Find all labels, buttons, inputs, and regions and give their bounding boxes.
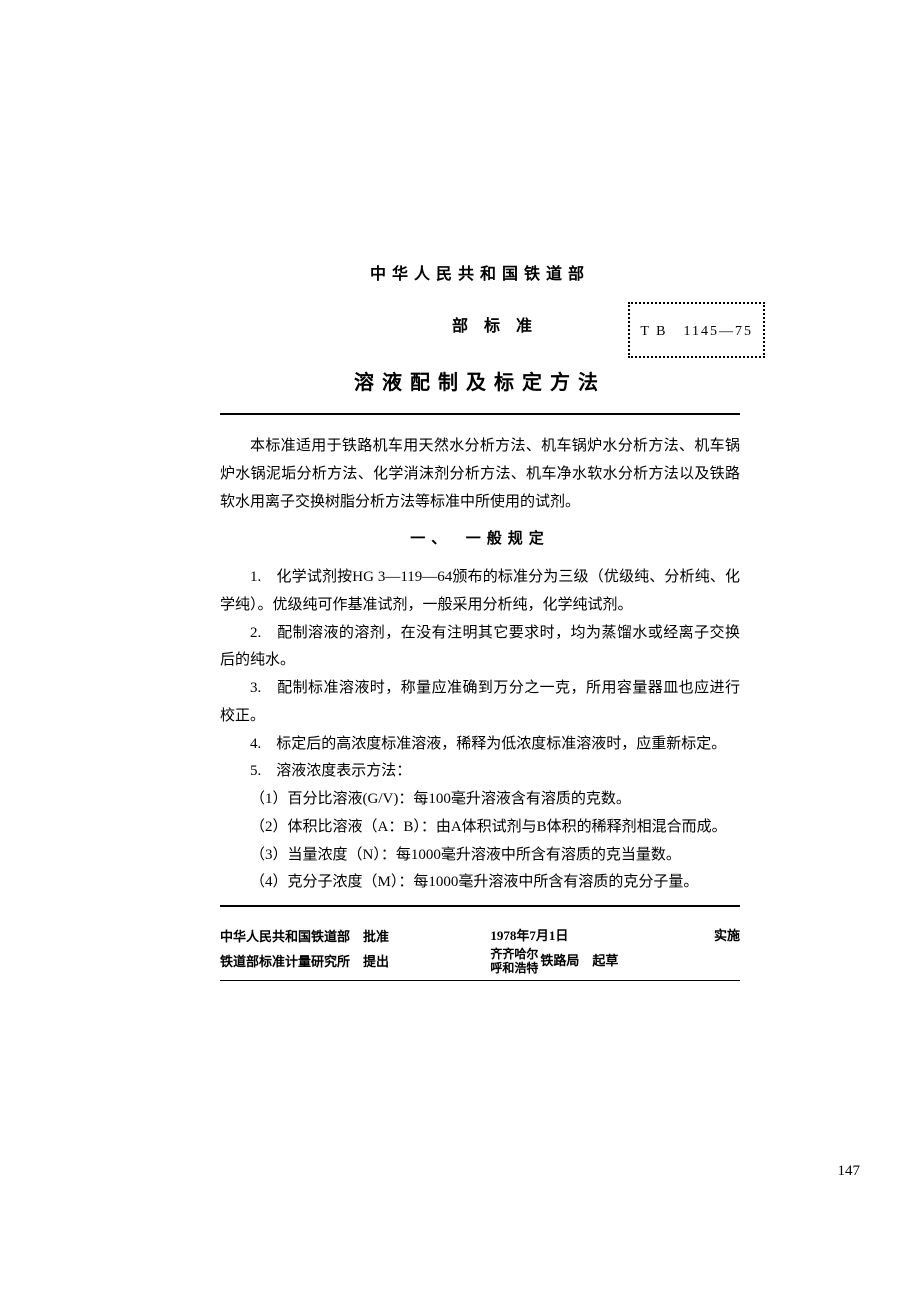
header-row: 部标准 T B 1145—75 溶液配制及标定方法 [220,312,740,395]
top-divider [220,413,740,415]
footer: 中华人民共和国铁道部 批准 铁道部标准计量研究所 提出 1978年7月1日 实施… [220,925,740,976]
footer-draft-stack: 齐齐哈尔 呼和浩特 [490,947,538,976]
footer-draft-suffix: 铁路局 起草 [540,950,618,972]
item-2: 2. 配制溶液的溶剂，在没有注明其它要求时，均为蒸馏水或经离子交换后的纯水。 [220,620,740,676]
page-number: 147 [838,1163,861,1180]
bottom-divider-2 [220,980,740,981]
item-1: 1. 化学试剂按HG 3—119—64颁布的标准分为三级（优级纯、分析纯、化学纯… [220,564,740,620]
body-text: 本标准适用于铁路机车用天然水分析方法、机车锅炉水分析方法、机车锅炉水锅泥垢分析方… [220,433,740,897]
document-title: 溶液配制及标定方法 [220,366,740,395]
bottom-divider-1 [220,905,740,907]
footer-draft-org2: 呼和浩特 [490,961,538,975]
footer-effective-date: 1978年7月1日 [490,925,568,947]
item-4: 4. 标定后的高浓度标准溶液，稀释为低浓度标准溶液时，应重新标定。 [220,731,740,759]
intro-paragraph: 本标准适用于铁路机车用天然水分析方法、机车锅炉水分析方法、机车锅炉水锅泥垢分析方… [220,433,740,516]
section-1-head: 一、 一般规定 [220,526,740,554]
footer-effective-label: 实施 [714,925,740,947]
footer-approve: 中华人民共和国铁道部 批准 [220,925,470,950]
item-5-3: （3）当量浓度（N）：每1000毫升溶液中所含有溶质的克当量数。 [220,842,740,870]
item-5: 5. 溶液浓度表示方法： [220,758,740,786]
standard-code-box: T B 1145—75 [628,302,765,358]
footer-draft-org1: 齐齐哈尔 [490,947,538,961]
footer-propose: 铁道部标准计量研究所 提出 [220,950,470,975]
item-3: 3. 配制标准溶液时，称量应准确到万分之一克，所用容量器皿也应进行校正。 [220,675,740,731]
item-5-4: （4）克分子浓度（M）：每1000毫升溶液中所含有溶质的克分子量。 [220,869,740,897]
header-org: 中华人民共和国铁道部 [220,260,740,284]
item-5-1: （1）百分比溶液(G/V)：每100毫升溶液含有溶质的克数。 [220,786,740,814]
item-5-2: （2）体积比溶液（A：B）：由A体积试剂与B体积的稀释剂相混合而成。 [220,814,740,842]
